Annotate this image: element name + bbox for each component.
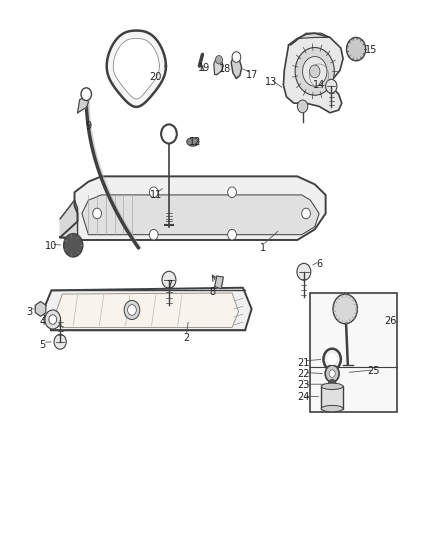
Circle shape: [325, 79, 337, 93]
Polygon shape: [60, 200, 78, 237]
Text: 1: 1: [259, 243, 265, 253]
Circle shape: [93, 208, 102, 219]
Text: 6: 6: [316, 259, 322, 269]
Polygon shape: [231, 54, 242, 78]
Text: 12: 12: [189, 137, 201, 147]
Polygon shape: [43, 288, 252, 330]
Polygon shape: [291, 33, 330, 45]
Circle shape: [232, 52, 241, 62]
Circle shape: [297, 263, 311, 280]
Polygon shape: [78, 97, 88, 113]
Circle shape: [49, 315, 57, 324]
Circle shape: [325, 365, 339, 382]
Text: 5: 5: [39, 340, 46, 350]
Polygon shape: [215, 276, 223, 289]
Text: 10: 10: [45, 241, 57, 252]
Text: 15: 15: [365, 45, 378, 55]
Text: 17: 17: [245, 70, 258, 79]
Ellipse shape: [321, 406, 343, 412]
Text: 9: 9: [85, 121, 92, 131]
Text: 22: 22: [297, 369, 310, 378]
Circle shape: [45, 310, 60, 329]
Circle shape: [124, 301, 140, 319]
Text: 23: 23: [298, 380, 310, 390]
Circle shape: [161, 124, 177, 143]
Circle shape: [302, 208, 311, 219]
Circle shape: [127, 305, 136, 316]
Circle shape: [81, 88, 92, 101]
Polygon shape: [113, 38, 159, 99]
Text: 11: 11: [150, 190, 162, 200]
Circle shape: [329, 370, 335, 377]
Text: 13: 13: [265, 77, 277, 87]
Text: 21: 21: [298, 358, 310, 368]
Text: 26: 26: [385, 316, 397, 326]
Bar: [311, 293, 397, 413]
Circle shape: [54, 334, 66, 349]
Text: 25: 25: [367, 367, 380, 376]
Ellipse shape: [321, 383, 343, 390]
Polygon shape: [107, 30, 166, 107]
Circle shape: [228, 187, 237, 198]
Text: 8: 8: [209, 287, 215, 297]
Polygon shape: [60, 176, 325, 240]
Circle shape: [323, 349, 341, 370]
Circle shape: [333, 294, 357, 324]
Text: 20: 20: [150, 71, 162, 82]
Circle shape: [295, 47, 334, 95]
Circle shape: [215, 55, 223, 64]
Text: 3: 3: [27, 306, 33, 317]
Text: 18: 18: [219, 64, 232, 74]
Text: 7: 7: [166, 280, 172, 290]
Circle shape: [327, 353, 337, 365]
Circle shape: [328, 379, 336, 389]
Circle shape: [310, 65, 320, 78]
Polygon shape: [35, 302, 46, 317]
Circle shape: [162, 271, 176, 288]
Circle shape: [149, 229, 158, 240]
Text: 14: 14: [313, 80, 325, 90]
Ellipse shape: [187, 138, 199, 146]
Circle shape: [303, 56, 327, 86]
Bar: [321, 386, 343, 409]
Polygon shape: [283, 33, 343, 113]
Polygon shape: [214, 57, 223, 75]
Text: 19: 19: [198, 63, 210, 72]
Circle shape: [64, 233, 83, 257]
Circle shape: [297, 100, 308, 113]
Text: 2: 2: [183, 333, 190, 343]
Circle shape: [346, 37, 366, 61]
Text: 4: 4: [40, 317, 46, 327]
Polygon shape: [82, 195, 319, 235]
Polygon shape: [56, 293, 239, 327]
Circle shape: [228, 229, 237, 240]
Circle shape: [149, 187, 158, 198]
Text: 24: 24: [298, 392, 310, 402]
